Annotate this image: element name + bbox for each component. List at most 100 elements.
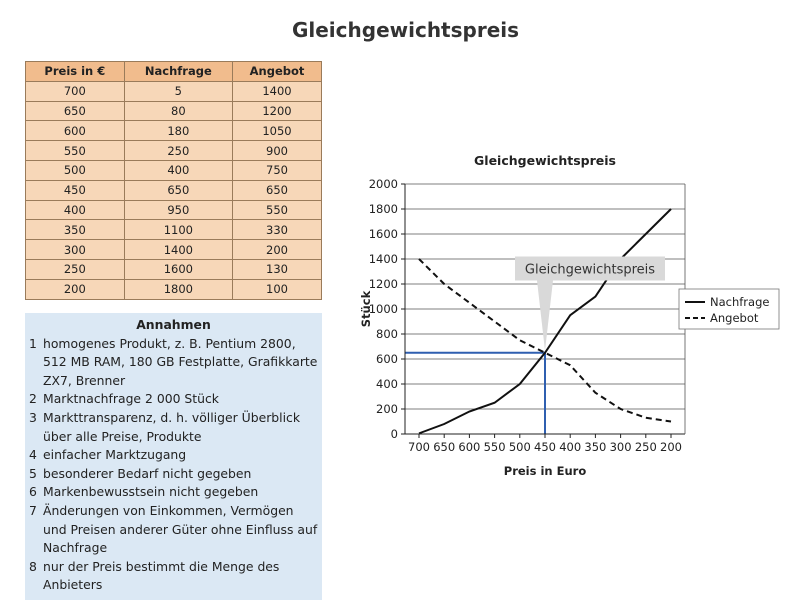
list-item: 8 nur der Preis bestimmt die Menge des An… xyxy=(29,558,318,595)
list-item-number: 5 xyxy=(29,465,37,481)
demand-cell: 950 xyxy=(123,199,234,221)
list-item-text: Markttransparenz, d. h. völliger Überbli… xyxy=(43,409,301,444)
x-tick-label: 200 xyxy=(660,440,682,454)
price-cell: 550 xyxy=(25,140,125,161)
supply-cell: 1200 xyxy=(232,100,322,122)
x-tick-label: 300 xyxy=(610,440,632,454)
list-item-number: 3 xyxy=(29,409,37,425)
list-item: 4 einfacher Marktzugang xyxy=(29,446,318,465)
callout-label: Gleichgewichtspreis xyxy=(525,263,655,278)
demand-cell: 180 xyxy=(123,120,234,142)
list-item-text: Marktnachfrage 2 000 Stück xyxy=(43,391,219,407)
list-item: 1 homogenes Produkt, z. B. Pentium 2800, … xyxy=(29,335,318,391)
x-tick-label: 700 xyxy=(408,440,430,454)
supply-cell: 130 xyxy=(232,258,322,280)
column-header-price: Preis in € xyxy=(25,61,125,82)
assumptions-box: Annahmen 1 homogenes Produkt, z. B. Penti… xyxy=(25,313,322,600)
y-tick-labels: 0 200 400 600 800 1000 1200 1400 1600 1800 2000 xyxy=(369,177,405,441)
assumptions-list: 1 homogenes Produkt, z. B. Pentium 2800, … xyxy=(29,335,318,595)
list-item-number: 1 xyxy=(29,335,37,351)
column-header-demand: Nachfrage xyxy=(123,61,234,82)
y-tick-label: 1000 xyxy=(369,302,398,316)
list-item-text: Änderungen von Einkommen, Vermögen und P… xyxy=(43,502,318,556)
price-cell: 250 xyxy=(25,258,125,280)
x-tick-label: 650 xyxy=(433,440,455,454)
chart-series xyxy=(418,208,672,435)
y-tick-label: 600 xyxy=(376,352,398,366)
list-item-number: 2 xyxy=(29,391,37,407)
x-tick-label: 500 xyxy=(509,440,531,454)
demand-cell: 80 xyxy=(123,100,234,122)
supply-cell: 330 xyxy=(232,219,322,241)
legend-label: Nachfrage xyxy=(710,295,769,309)
list-item: 5 besonderer Bedarf nicht gegeben xyxy=(29,465,318,484)
x-tick-label: 550 xyxy=(484,440,506,454)
supply-cell: 1050 xyxy=(232,120,322,142)
supply-cell: 550 xyxy=(232,199,322,221)
price-cell: 400 xyxy=(25,199,125,221)
equilibrium-chart: Gleichgewichtspreis Gleichgewichtspreis … xyxy=(359,153,780,478)
legend-box xyxy=(678,288,780,330)
list-item-text: einfacher Marktzugang xyxy=(43,447,187,463)
table-row: 450 650 650 xyxy=(25,179,322,201)
demand-cell: 250 xyxy=(123,140,234,161)
price-cell: 500 xyxy=(25,159,125,181)
list-item: 7 Änderungen von Einkommen, Vermögen und … xyxy=(29,502,318,558)
chart-title: Gleichgewichtspreis xyxy=(474,153,616,168)
list-item: 3 Markttransparenz, d. h. völliger Überbl… xyxy=(29,409,318,446)
x-tick-labels: 700 650 600 550 500 450 400 350 300 250 200 xyxy=(408,434,682,454)
list-item-text: homogenes Produkt, z. B. Pentium 2800, 5… xyxy=(43,335,318,388)
x-tick-label: 350 xyxy=(584,440,606,454)
list-item-number: 7 xyxy=(29,502,37,518)
table-header-row: Preis in € Nachfrage Angebot xyxy=(25,61,322,82)
page-title: Gleichgewichtspreis xyxy=(291,18,520,42)
assumptions-title: Annahmen xyxy=(136,317,211,332)
equilibrium-lines xyxy=(405,351,546,434)
x-tick-label: 450 xyxy=(534,440,556,454)
y-tick-label: 800 xyxy=(376,327,398,341)
demand-cell: 1800 xyxy=(123,278,234,300)
y-tick-label: 1400 xyxy=(369,252,398,266)
demand-cell: 650 xyxy=(123,179,234,201)
price-cell: 650 xyxy=(25,100,125,122)
table-row: 500 400 750 xyxy=(25,159,322,181)
supply-cell: 900 xyxy=(232,140,322,161)
table-row: 550 250 900 xyxy=(25,140,322,161)
list-item-text: besonderer Bedarf nicht gegeben xyxy=(43,465,252,481)
x-tick-label: 600 xyxy=(458,440,480,454)
price-cell: 700 xyxy=(25,80,125,102)
table-row: 200 1800 100 xyxy=(25,278,322,300)
price-cell: 600 xyxy=(25,120,125,142)
demand-cell: 5 xyxy=(123,80,234,102)
supply-cell: 200 xyxy=(232,239,322,260)
series-line-angebot xyxy=(418,258,672,423)
supply-cell: 100 xyxy=(232,278,322,300)
demand-cell: 1400 xyxy=(123,239,234,260)
callout-box xyxy=(515,256,665,281)
table-row: 350 1100 330 xyxy=(25,219,322,241)
supply-cell: 750 xyxy=(232,159,322,181)
y-tick-label: 200 xyxy=(376,402,398,416)
y-tick-label: 2000 xyxy=(369,177,398,191)
table-row: 700 5 1400 xyxy=(25,80,322,102)
y-tick-label: 1800 xyxy=(369,202,398,216)
y-tick-label: 400 xyxy=(376,377,398,391)
price-cell: 350 xyxy=(25,219,125,241)
legend-label: Angebot xyxy=(710,311,759,325)
list-item-number: 4 xyxy=(29,447,37,463)
x-axis-label: Preis in Euro xyxy=(504,464,587,478)
price-cell: 300 xyxy=(25,239,125,260)
chart-legend: Nachfrage Angebot xyxy=(678,288,780,330)
x-tick-label: 400 xyxy=(559,440,581,454)
y-axis-label: Stück xyxy=(359,290,373,327)
table-row: 600 180 1050 xyxy=(25,120,322,142)
y-tick-label: 0 xyxy=(391,427,398,441)
list-item-number: 8 xyxy=(29,558,37,574)
demand-cell: 1100 xyxy=(123,219,234,241)
x-tick-label: 250 xyxy=(635,440,657,454)
table-row: 300 1400 200 xyxy=(25,239,322,260)
y-tick-label: 1600 xyxy=(369,227,398,241)
table-row: 250 1600 130 xyxy=(25,258,322,280)
supply-cell: 650 xyxy=(232,179,322,201)
list-item-number: 6 xyxy=(29,484,37,500)
